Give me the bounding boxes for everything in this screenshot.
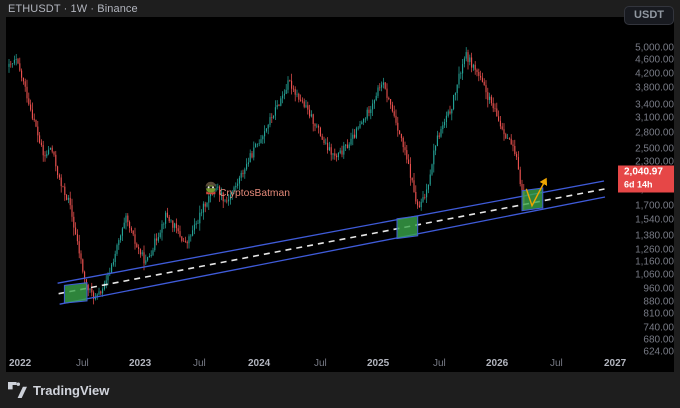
svg-text:CryptosBatman: CryptosBatman — [219, 188, 290, 199]
